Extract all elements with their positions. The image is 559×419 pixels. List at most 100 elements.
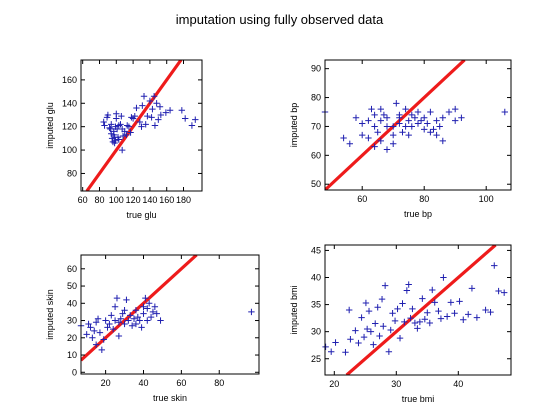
- data-point-bmi-16: [374, 304, 381, 311]
- y-tick-label-skin: 40: [67, 298, 77, 308]
- data-point-bmi-12: [365, 307, 373, 315]
- data-point-bp-5: [359, 131, 366, 139]
- data-point-glu-38: [139, 102, 146, 109]
- data-point-skin-27: [125, 317, 132, 324]
- data-point-bmi-53: [482, 306, 489, 314]
- data-point-glu-6: [108, 121, 115, 128]
- data-point-bmi-9: [360, 333, 368, 341]
- x-tick-label-bp: 80: [419, 194, 429, 204]
- data-point-bmi-29: [403, 287, 411, 294]
- data-point-bp-46: [436, 123, 443, 130]
- data-point-glu-3: [104, 111, 112, 119]
- data-point-glu-53: [178, 107, 186, 114]
- data-point-bp-45: [433, 131, 440, 139]
- data-point-skin-41: [145, 300, 153, 307]
- y-tick-label-bmi: 30: [311, 327, 321, 337]
- y-tick-label-bmi: 25: [311, 354, 321, 364]
- data-point-bp-3: [352, 114, 360, 121]
- data-point-bmi-20: [381, 282, 389, 289]
- x-tick-label-bmi: 40: [453, 379, 463, 389]
- data-point-bp-25: [396, 120, 403, 127]
- data-point-glu-17: [113, 110, 120, 118]
- data-point-glu-39: [140, 93, 148, 100]
- data-point-skin-39: [144, 317, 151, 324]
- data-point-bmi-41: [431, 299, 438, 306]
- data-point-skin-30: [130, 315, 138, 323]
- data-point-skin-18: [111, 303, 119, 310]
- data-point-bp-21: [390, 131, 397, 139]
- data-point-skin-37: [140, 303, 147, 310]
- data-point-skin-5: [91, 327, 98, 335]
- data-point-skin-43: [149, 308, 157, 316]
- data-point-bp-26: [396, 111, 403, 119]
- data-point-skin-47: [248, 308, 255, 316]
- data-point-skin-15: [108, 312, 115, 319]
- data-point-skin-44: [151, 303, 159, 310]
- data-point-bmi-40: [429, 286, 436, 294]
- data-point-skin-17: [111, 317, 119, 324]
- y-tick-label-bmi: 45: [311, 245, 321, 255]
- data-point-glu-45: [150, 93, 158, 100]
- data-point-skin-4: [89, 334, 96, 341]
- y-axis-label-bp: imputed bp: [289, 103, 299, 148]
- data-point-bp-10: [371, 123, 378, 130]
- data-point-bp-14: [377, 117, 384, 124]
- data-point-skin-10: [98, 346, 106, 354]
- data-point-bp-15: [377, 137, 384, 145]
- data-point-glu-35: [133, 104, 140, 112]
- data-point-skin-6: [92, 319, 100, 326]
- data-point-bmi-23: [389, 310, 396, 317]
- data-point-glu-20: [115, 122, 123, 129]
- data-point-glu-31: [127, 129, 134, 136]
- data-point-skin-25: [121, 306, 128, 314]
- data-point-bmi-51: [468, 285, 476, 292]
- data-point-skin-2: [85, 320, 92, 328]
- axes-frame-bmi: [324, 244, 512, 376]
- data-point-bp-1: [340, 134, 347, 142]
- x-tick-label-glu: 160: [159, 195, 174, 205]
- data-point-bmi-56: [495, 287, 502, 295]
- data-point-bmi-27: [399, 300, 406, 307]
- data-point-bmi-37: [421, 316, 429, 323]
- data-point-glu-23: [118, 112, 125, 120]
- data-point-bp-38: [421, 126, 428, 133]
- data-point-skin-14: [106, 320, 113, 328]
- data-point-glu-44: [149, 105, 156, 113]
- data-point-bmi-52: [473, 314, 481, 321]
- data-point-skin-31: [132, 306, 140, 314]
- data-point-bp-6: [365, 134, 372, 142]
- data-point-bp-28: [402, 123, 409, 130]
- data-point-skin-26: [123, 296, 130, 304]
- x-tick-label-glu: 120: [126, 195, 141, 205]
- data-point-bmi-31: [407, 314, 414, 322]
- data-point-bmi-0: [322, 343, 329, 351]
- data-point-bp-20: [390, 123, 397, 130]
- data-point-bmi-14: [370, 341, 377, 348]
- data-point-skin-21: [115, 319, 123, 326]
- data-point-bp-30: [405, 131, 412, 139]
- y-tick-label-bp: 80: [311, 93, 321, 103]
- data-point-bmi-50: [465, 311, 472, 318]
- data-point-skin-7: [92, 341, 100, 348]
- data-point-glu-26: [119, 132, 127, 140]
- data-point-bmi-6: [352, 327, 359, 334]
- axes-frame-glu: [80, 59, 203, 192]
- data-point-bmi-36: [419, 295, 426, 302]
- data-point-bmi-17: [376, 332, 383, 340]
- data-point-glu-28: [123, 131, 130, 139]
- data-point-bp-40: [424, 120, 431, 127]
- data-point-bp-18: [383, 146, 391, 153]
- data-point-glu-54: [181, 115, 189, 122]
- data-point-bmi-54: [487, 308, 494, 316]
- data-point-skin-33: [134, 313, 142, 321]
- data-point-skin-24: [121, 320, 128, 328]
- data-point-skin-35: [138, 324, 145, 331]
- x-tick-label-glu: 100: [109, 195, 124, 205]
- data-point-bp-4: [359, 120, 366, 127]
- data-point-bp-22: [390, 140, 397, 147]
- data-point-bp-2: [346, 140, 353, 147]
- data-point-bp-44: [433, 117, 440, 124]
- data-point-bmi-2: [332, 339, 339, 346]
- x-axis-label-glu: true glu: [126, 210, 156, 220]
